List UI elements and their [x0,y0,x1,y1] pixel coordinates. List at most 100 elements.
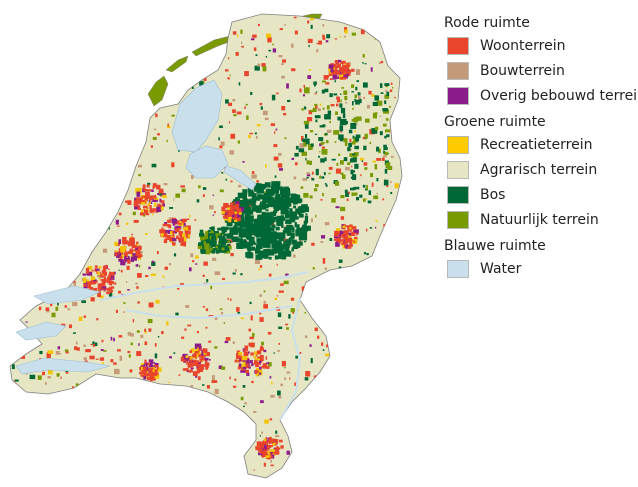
patch-woonterrein [273,144,278,148]
patch-bouwterrein [328,274,331,277]
patch-bos [260,216,263,221]
patch-bos [263,192,270,196]
patch-bos [200,240,204,243]
patch-woonterrein [149,201,152,204]
patch-natuur [51,444,56,448]
patch-overig [134,440,137,444]
patch-woonterrein [365,228,368,232]
patch-woonterrein [273,156,279,161]
patch-woonterrein [245,369,249,374]
patch-bos [292,244,299,250]
patch-recreatie [108,447,110,451]
patch-woonterrein [222,215,226,219]
patch-bos [229,227,238,235]
patch-woonterrein [337,59,342,63]
patch-woonterrein [69,104,73,108]
patch-woonterrein [145,363,148,368]
patch-bouwterrein [191,57,196,60]
patch-bos [239,240,244,245]
patch-bos [368,190,372,196]
patch-woonterrein [367,287,370,291]
patch-bouwterrein [182,48,186,52]
patch-woonterrein [122,236,127,243]
patch-woonterrein [279,28,283,31]
patch-natuur [87,386,93,390]
patch-woonterrein [142,370,146,374]
patch-woonterrein [391,429,394,432]
patch-bouwterrein [107,289,112,293]
patch-woonterrein [203,261,208,266]
patch-bos [343,138,348,143]
patch-bos [310,143,314,147]
patch-bos [245,224,251,233]
patch-recreatie [194,450,197,457]
patch-woonterrein [110,289,114,292]
patch-woonterrein [204,351,210,357]
patch-woonterrein [182,232,186,238]
patch-natuur [11,180,14,185]
patch-woonterrein [303,84,305,88]
patch-woonterrein [116,243,120,246]
patch-woonterrein [359,364,362,366]
patch-bos [353,117,359,123]
patch-woonterrein [341,301,345,304]
patch-bos [320,158,325,163]
patch-woonterrein [118,248,121,251]
patch-bos [293,205,297,209]
patch-woonterrein [276,445,279,449]
patch-woonterrein [227,212,229,217]
patch-woonterrein [254,369,259,374]
patch-woonterrein [15,171,20,175]
patch-bouwterrein [130,464,134,468]
patch-recreatie [57,438,61,440]
patch-natuur [397,316,402,320]
patch-woonterrein [90,343,93,346]
patch-natuur [119,418,123,422]
patch-woonterrein [208,458,210,462]
patch-bouwterrein [119,355,123,361]
patch-woonterrein [182,227,186,230]
patch-woonterrein [106,291,111,295]
patch-woonterrein [118,112,123,115]
patch-woonterrein [391,55,394,58]
patch-bos [259,203,267,210]
patch-bos [286,224,292,229]
patch-woonterrein [340,242,345,245]
patch-bos [291,247,294,251]
patch-recreatie [47,369,53,375]
patch-bos [339,103,343,108]
patch-bos [340,457,344,460]
patch-bos [349,333,354,339]
patch-woonterrein [259,348,264,351]
patch-bouwterrein [59,353,62,355]
patch-bos [240,273,243,276]
patch-bos [265,209,269,212]
patch-bos [364,133,368,139]
patch-woonterrein [161,193,167,196]
patch-woonterrein [157,367,162,372]
patch-woonterrein [57,468,61,472]
patch-bouwterrein [50,22,53,27]
patch-woonterrein [362,136,366,140]
patch-bos [351,118,355,122]
patch-woonterrein [59,244,63,249]
patch-bos [219,125,223,128]
patch-overig [138,343,140,346]
patch-woonterrein [133,253,137,258]
patch-woonterrein [194,351,199,354]
legend-swatch-natuurlijk-terrein [447,211,469,229]
patch-woonterrein [238,212,242,215]
patch-natuur [202,81,205,84]
patch-woonterrein [201,358,205,361]
patch-bos [296,224,300,227]
patch-bos [386,152,390,155]
patch-bouwterrein [232,465,237,468]
patch-bos [278,254,282,259]
patch-woonterrein [17,439,21,444]
patch-woonterrein [90,232,93,235]
legend-group-groene-ruimte: Groene ruimte Recreatieterrein Agrarisch… [444,111,634,233]
patch-woonterrein [124,69,129,72]
patch-natuur [245,103,248,106]
patch-woonterrein [243,350,246,353]
patch-woonterrein [223,218,229,221]
